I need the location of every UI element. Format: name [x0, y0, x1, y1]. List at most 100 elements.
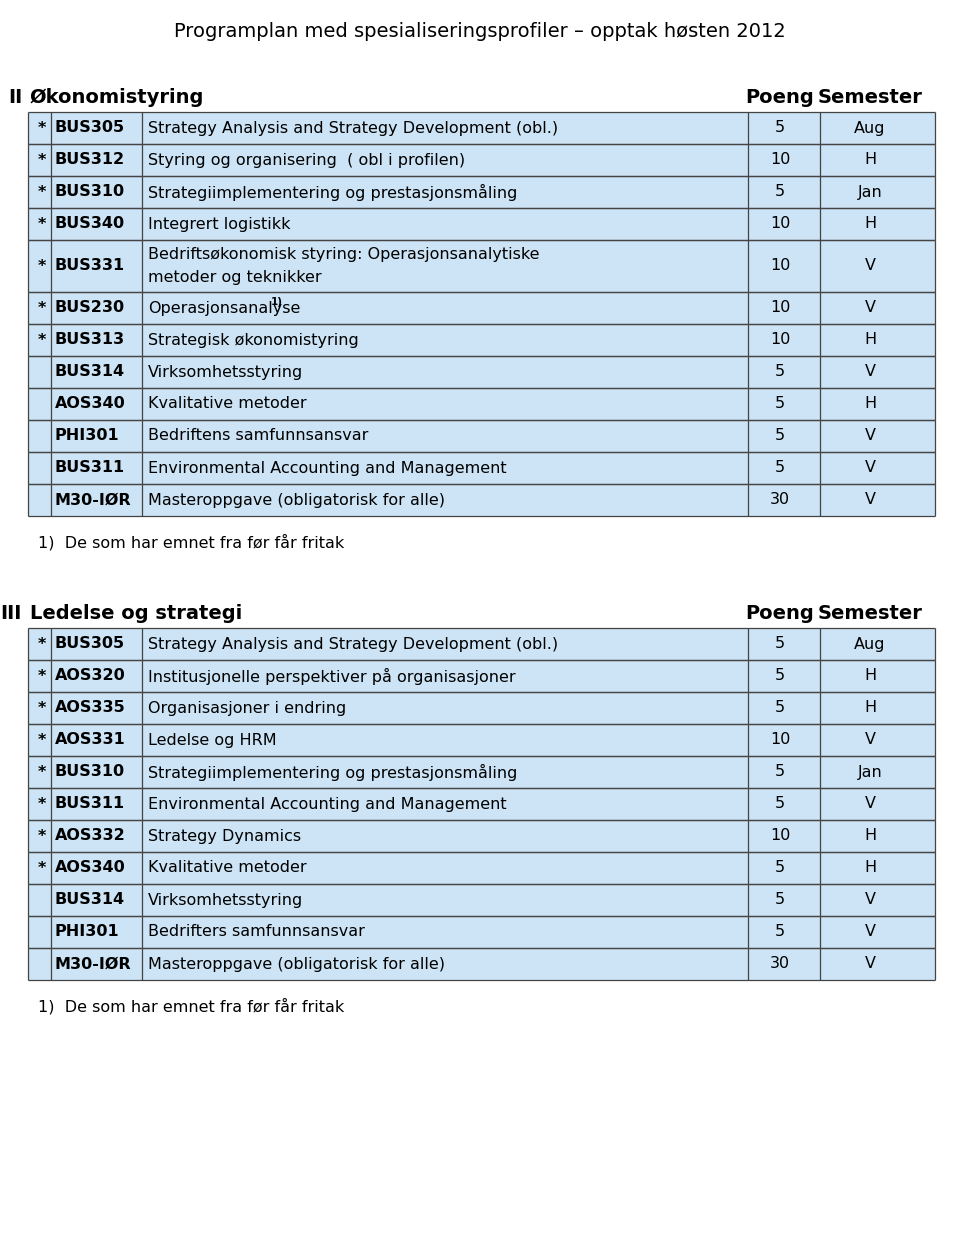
Text: H: H [864, 396, 876, 411]
Text: 5: 5 [775, 893, 785, 908]
Text: PHI301: PHI301 [55, 428, 120, 443]
Text: H: H [864, 828, 876, 843]
Text: 10: 10 [770, 301, 790, 315]
Text: Integrert logistikk: Integrert logistikk [148, 216, 291, 231]
Bar [28, 176, 935, 207]
Text: Bedriftsøkonomisk styring: Operasjonsanalytiske: Bedriftsøkonomisk styring: Operasjonsana… [148, 247, 540, 262]
Text: Strategisk økonomistyring: Strategisk økonomistyring [148, 333, 359, 348]
Text: Strategy Analysis and Strategy Development (obl.): Strategy Analysis and Strategy Developme… [148, 636, 558, 652]
Text: 1)  De som har emnet fra før får fritak: 1) De som har emnet fra før får fritak [38, 999, 345, 1015]
Text: AOS331: AOS331 [55, 733, 126, 748]
Text: 5: 5 [775, 668, 785, 683]
Text: Virksomhetsstyring: Virksomhetsstyring [148, 364, 303, 380]
Text: Virksomhetsstyring: Virksomhetsstyring [148, 893, 303, 908]
Text: Poeng: Poeng [746, 604, 814, 623]
Text: II: II [8, 88, 22, 107]
Text: 30: 30 [770, 956, 790, 971]
Bar [28, 240, 935, 292]
Text: *: * [37, 301, 46, 315]
Text: V: V [865, 796, 876, 811]
Text: *: * [37, 828, 46, 843]
Text: BUS312: BUS312 [55, 153, 125, 168]
Text: Operasjonsanalyse: Operasjonsanalyse [148, 301, 300, 315]
Bar [28, 144, 935, 176]
Text: Aug: Aug [854, 120, 886, 135]
Text: M30-IØR: M30-IØR [55, 956, 132, 971]
Text: III: III [1, 604, 22, 623]
Bar [28, 207, 935, 240]
Text: H: H [864, 861, 876, 876]
Text: 5: 5 [775, 461, 785, 476]
Text: 5: 5 [775, 796, 785, 811]
Text: 10: 10 [770, 733, 790, 748]
Text: PHI301: PHI301 [55, 924, 120, 939]
Text: BUS305: BUS305 [55, 120, 125, 135]
Bar [28, 388, 935, 420]
Text: BUS314: BUS314 [55, 364, 125, 380]
Text: *: * [37, 733, 46, 748]
Text: 1)  De som har emnet fra før får fritak: 1) De som har emnet fra før får fritak [38, 534, 345, 550]
Text: Økonomistyring: Økonomistyring [30, 88, 204, 107]
Text: Kvalitative metoder: Kvalitative metoder [148, 861, 306, 876]
Text: Jan: Jan [857, 765, 882, 780]
Bar [28, 112, 935, 144]
Text: V: V [865, 258, 876, 273]
Text: Strategy Dynamics: Strategy Dynamics [148, 828, 301, 843]
Text: 5: 5 [775, 120, 785, 135]
Bar [28, 324, 935, 356]
Text: BUS311: BUS311 [55, 461, 125, 476]
Text: *: * [37, 153, 46, 168]
Text: 1): 1) [271, 297, 283, 307]
Text: Ledelse og strategi: Ledelse og strategi [30, 604, 242, 623]
Bar [28, 356, 935, 388]
Text: Strategiimplementering og prestasjonsmåling: Strategiimplementering og prestasjonsmål… [148, 764, 517, 780]
Bar [28, 420, 935, 452]
Text: 10: 10 [770, 216, 790, 231]
Text: BUS311: BUS311 [55, 796, 125, 811]
Bar [28, 484, 935, 515]
Text: *: * [37, 258, 46, 273]
Text: *: * [37, 636, 46, 652]
Text: Kvalitative metoder: Kvalitative metoder [148, 396, 306, 411]
Text: M30-IØR: M30-IØR [55, 493, 132, 508]
Text: Semester: Semester [818, 88, 923, 107]
Text: Bedrifters samfunnsansvar: Bedrifters samfunnsansvar [148, 924, 365, 939]
Text: Organisasjoner i endring: Organisasjoner i endring [148, 700, 347, 715]
Text: V: V [865, 428, 876, 443]
Text: *: * [37, 216, 46, 231]
Bar [28, 852, 935, 884]
Text: *: * [37, 333, 46, 348]
Text: Strategiimplementering og prestasjonsmåling: Strategiimplementering og prestasjonsmål… [148, 184, 517, 200]
Text: Semester: Semester [818, 604, 923, 623]
Text: AOS320: AOS320 [55, 668, 126, 683]
Text: BUS230: BUS230 [55, 301, 125, 315]
Text: *: * [37, 185, 46, 200]
Text: 5: 5 [775, 428, 785, 443]
Text: *: * [37, 700, 46, 715]
Text: H: H [864, 700, 876, 715]
Text: H: H [864, 216, 876, 231]
Text: 5: 5 [775, 185, 785, 200]
Bar [28, 628, 935, 660]
Bar [28, 692, 935, 724]
Text: 5: 5 [775, 861, 785, 876]
Text: AOS332: AOS332 [55, 828, 126, 843]
Text: V: V [865, 893, 876, 908]
Text: BUS305: BUS305 [55, 636, 125, 652]
Bar [28, 787, 935, 820]
Text: V: V [865, 733, 876, 748]
Text: 5: 5 [775, 636, 785, 652]
Text: V: V [865, 461, 876, 476]
Text: V: V [865, 301, 876, 315]
Text: Strategy Analysis and Strategy Development (obl.): Strategy Analysis and Strategy Developme… [148, 120, 558, 135]
Text: Bedriftens samfunnsansvar: Bedriftens samfunnsansvar [148, 428, 369, 443]
Text: H: H [864, 333, 876, 348]
Text: 5: 5 [775, 700, 785, 715]
Text: 10: 10 [770, 828, 790, 843]
Text: V: V [865, 493, 876, 508]
Text: Environmental Accounting and Management: Environmental Accounting and Management [148, 796, 507, 811]
Text: Aug: Aug [854, 636, 886, 652]
Text: V: V [865, 956, 876, 971]
Text: Masteroppgave (obligatorisk for alle): Masteroppgave (obligatorisk for alle) [148, 493, 445, 508]
Text: *: * [37, 796, 46, 811]
